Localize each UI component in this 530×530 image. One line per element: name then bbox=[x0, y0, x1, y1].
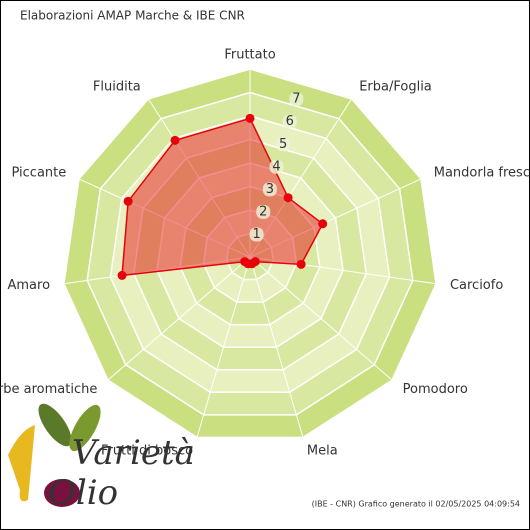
axis-label: Carciofo bbox=[450, 278, 503, 293]
axis-label: Frutti di bosco bbox=[101, 443, 193, 458]
point bbox=[245, 113, 255, 123]
r-tick-label: 7 bbox=[292, 92, 300, 107]
spoke bbox=[107, 256, 251, 381]
point bbox=[117, 270, 127, 280]
tick-bg bbox=[282, 114, 297, 129]
grid bbox=[63, 68, 437, 439]
spoke bbox=[249, 98, 353, 258]
logo: Varietà Olio bbox=[8, 403, 195, 513]
logo-olive bbox=[44, 479, 80, 507]
logo-text: Olio bbox=[48, 473, 118, 513]
footer: (IBE - CNR) Grafico generato il 02/05/20… bbox=[312, 500, 520, 509]
axis-label: Mela bbox=[307, 443, 338, 458]
axis-label: Fruttato bbox=[224, 48, 275, 63]
logo-leaf bbox=[38, 403, 72, 447]
point bbox=[123, 196, 133, 206]
spoke bbox=[249, 256, 437, 285]
point bbox=[296, 259, 306, 269]
spoke bbox=[249, 178, 422, 258]
axis-label: Erbe aromatiche bbox=[0, 382, 97, 397]
spoke bbox=[147, 98, 251, 258]
spoke bbox=[63, 256, 251, 285]
axis-label: Erba/Foglia bbox=[359, 80, 432, 95]
logo-leaf bbox=[69, 404, 101, 452]
tick-bg bbox=[276, 137, 291, 152]
axis-label: Piccante bbox=[11, 166, 66, 181]
logo-text: Varietà bbox=[72, 433, 195, 473]
r-tick-label: 2 bbox=[259, 204, 267, 219]
spoke bbox=[249, 256, 393, 381]
point bbox=[240, 257, 250, 267]
tick-bg bbox=[262, 182, 277, 197]
axis-label: Fluidita bbox=[93, 80, 141, 95]
spoke bbox=[78, 178, 251, 258]
axis-label: Mandorla fresca bbox=[434, 166, 530, 181]
chart-title: Elaborazioni AMAP Marche & IBE CNR bbox=[20, 9, 245, 23]
point bbox=[283, 193, 293, 203]
r-tick-label: 6 bbox=[286, 114, 294, 129]
point bbox=[318, 219, 328, 229]
r-tick-label: 4 bbox=[272, 159, 280, 174]
tick-bg bbox=[269, 159, 284, 174]
r-tick-label: 5 bbox=[279, 137, 287, 152]
logo-mark bbox=[8, 425, 35, 502]
point bbox=[170, 135, 180, 145]
spoke bbox=[249, 256, 304, 438]
tick-bg bbox=[249, 227, 264, 242]
tick-bg bbox=[256, 204, 271, 219]
r-tick-label: 1 bbox=[252, 227, 260, 242]
axis-label: Pomodoro bbox=[403, 382, 468, 397]
axis-label: Amaro bbox=[8, 278, 51, 293]
spoke bbox=[196, 256, 251, 438]
tick-bg bbox=[289, 92, 304, 107]
r-tick-label: 3 bbox=[266, 182, 274, 197]
